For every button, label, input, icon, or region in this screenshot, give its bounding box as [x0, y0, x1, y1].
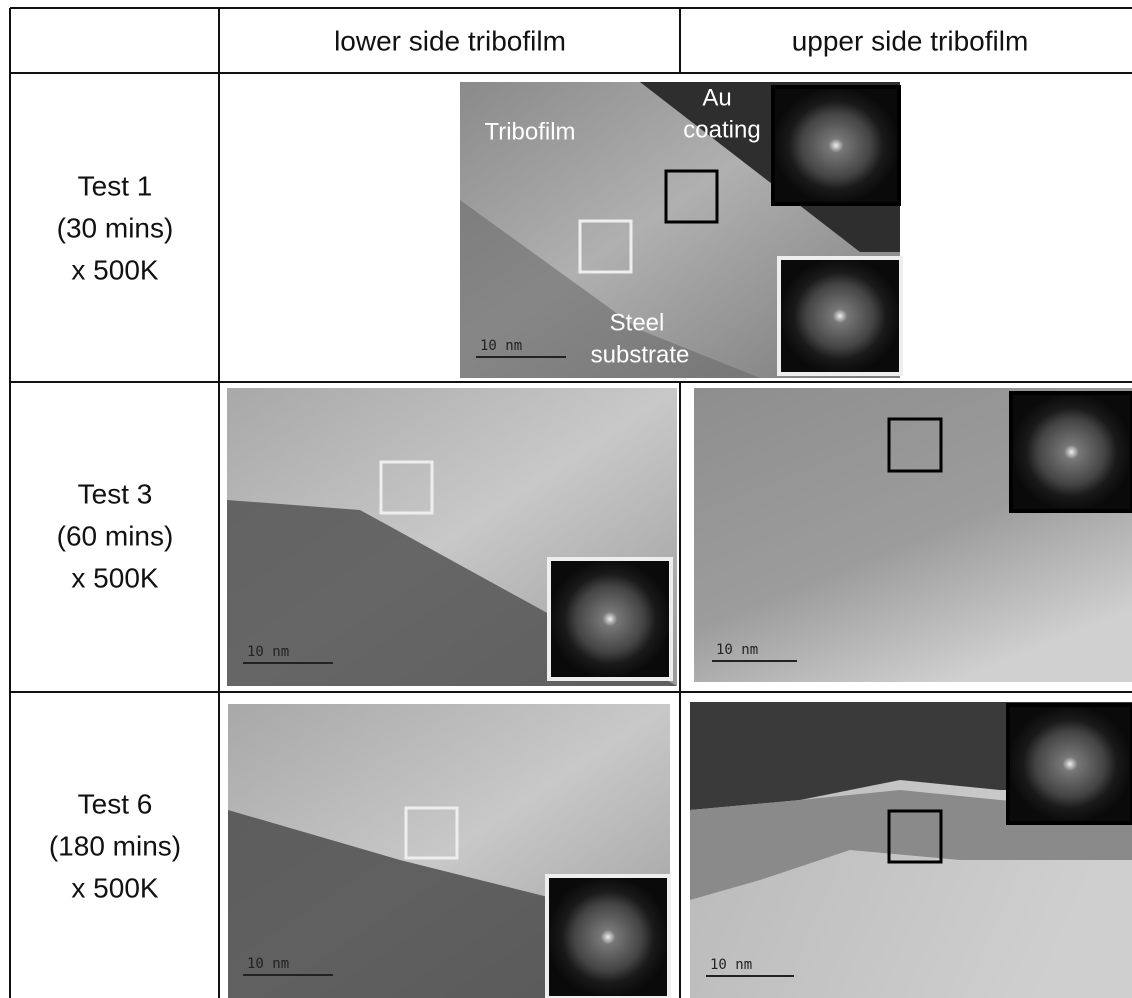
scale-bar-label: 10 nm: [247, 956, 289, 972]
tem-image: 10 nm: [228, 704, 670, 998]
tem-image: 10 nm: [227, 388, 677, 686]
tem-image: 10 nm: [690, 702, 1132, 998]
fft-inset: [779, 258, 901, 374]
tem-image: Au coating Tribofilm Steel substrate 10 …: [460, 82, 901, 378]
annotation: Tribofilm: [484, 118, 575, 145]
fft-inset: [1011, 393, 1132, 511]
figure: lower side tribofilm upper side tribofil…: [0, 0, 1132, 998]
row-label: (60 mins): [57, 520, 174, 551]
scale-bar-label: 10 nm: [247, 644, 289, 660]
scale-bar-label: 10 nm: [710, 957, 752, 973]
row-label: (30 mins): [57, 212, 174, 243]
row-label: x 500K: [71, 562, 158, 593]
row-label: Test 1: [78, 170, 153, 201]
annotation: Steel: [610, 309, 665, 336]
annotation: substrate: [591, 341, 690, 368]
row-label: x 500K: [71, 872, 158, 903]
page: lower side tribofilm upper side tribofil…: [0, 0, 1132, 998]
column-header: lower side tribofilm: [334, 25, 566, 56]
row-label: (180 mins): [49, 830, 181, 861]
annotation: Au: [702, 84, 731, 111]
column-header: upper side tribofilm: [792, 25, 1029, 56]
row-label: Test 3: [78, 478, 153, 509]
scale-bar-label: 10 nm: [480, 338, 522, 354]
fft-inset: [549, 559, 671, 679]
row-label: x 500K: [71, 254, 158, 285]
scale-bar-label: 10 nm: [716, 642, 758, 658]
row-label: Test 6: [78, 788, 153, 819]
fft-inset: [773, 87, 899, 204]
fft-inset: [1008, 705, 1132, 823]
tem-image: 10 nm: [694, 388, 1132, 682]
annotation: coating: [683, 116, 760, 143]
fft-inset: [547, 876, 669, 998]
